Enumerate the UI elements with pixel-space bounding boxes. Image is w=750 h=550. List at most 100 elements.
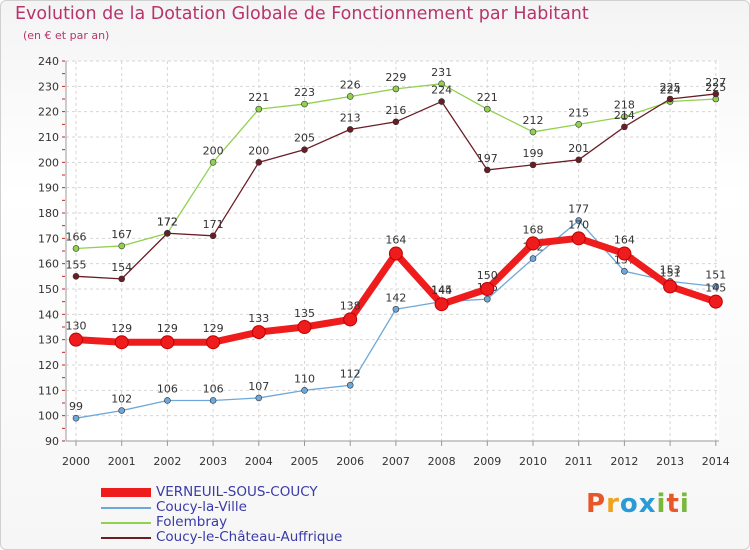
data-point: [529, 255, 537, 262]
x-tick-label: 2004: [245, 455, 273, 468]
data-point: [392, 118, 400, 126]
data-point: [297, 320, 312, 334]
data-label: 177: [568, 203, 589, 216]
y-tick-label: 110: [38, 384, 59, 397]
data-point: [438, 98, 445, 105]
data-point: [529, 128, 537, 136]
x-tick-label: 2012: [610, 455, 638, 468]
data-point: [255, 105, 263, 113]
data-point: [483, 295, 491, 303]
x-tick-label: 2003: [199, 455, 227, 468]
logo-letter: i: [679, 489, 690, 519]
data-point: [118, 407, 125, 414]
legend-swatch: [101, 537, 151, 539]
data-point: [301, 387, 308, 394]
data-point: [164, 229, 171, 237]
data-point: [663, 279, 678, 294]
data-label: 129: [157, 322, 178, 335]
data-label: 221: [248, 91, 269, 104]
data-label: 112: [340, 367, 361, 380]
data-label: 221: [477, 91, 498, 104]
data-point: [251, 325, 266, 340]
data-label: 102: [111, 393, 132, 406]
data-label: 200: [248, 144, 269, 157]
data-point: [346, 381, 354, 389]
y-tick-label: 170: [38, 232, 59, 245]
x-tick-label: 2010: [519, 455, 547, 468]
data-point: [575, 156, 583, 164]
data-label: 129: [203, 322, 224, 335]
y-tick-label: 240: [38, 55, 59, 68]
legend-swatch: [101, 507, 151, 509]
x-tick-label: 2008: [428, 455, 456, 468]
data-point: [301, 146, 308, 153]
data-point: [666, 95, 674, 103]
data-point: [343, 312, 358, 327]
y-tick-label: 190: [38, 182, 59, 195]
logo-letter: P: [586, 489, 607, 519]
data-label: 144: [431, 284, 452, 297]
data-point: [708, 294, 723, 309]
data-label: 166: [66, 230, 87, 243]
data-label: 225: [705, 81, 726, 94]
data-point: [483, 105, 491, 113]
data-label: 133: [248, 312, 269, 325]
data-label: 214: [614, 109, 635, 122]
legend-label: VERNEUIL-SOUS-COUCY: [156, 484, 318, 500]
x-tick-label: 2014: [702, 455, 730, 468]
data-label: 99: [69, 400, 83, 413]
data-label: 205: [294, 132, 315, 145]
data-point: [621, 267, 628, 275]
data-label: 164: [385, 234, 406, 247]
data-point: [164, 397, 171, 404]
logo-letter: i: [656, 489, 667, 519]
data-point: [160, 335, 175, 350]
data-point: [575, 121, 583, 128]
data-point: [483, 166, 491, 174]
y-tick-label: 90: [45, 435, 59, 448]
legend-label: Coucy-le-Château-Auffrique: [156, 529, 343, 545]
x-tick-label: 2005: [291, 455, 319, 468]
data-point: [480, 282, 495, 296]
data-point: [209, 397, 217, 404]
data-point: [114, 335, 129, 350]
data-label: 213: [340, 111, 361, 124]
y-tick-label: 140: [38, 308, 59, 321]
data-point: [118, 275, 125, 283]
data-point: [438, 80, 445, 88]
data-point: [69, 332, 83, 347]
data-point: [206, 335, 221, 350]
proxiti-logo: Proxiti: [586, 489, 690, 519]
data-point: [388, 246, 403, 261]
data-label: 150: [477, 269, 498, 282]
data-point: [571, 231, 586, 246]
data-point: [526, 236, 540, 251]
data-label: 164: [614, 234, 635, 247]
data-label: 106: [157, 382, 178, 395]
data-label: 154: [111, 261, 132, 274]
data-label: 199: [523, 147, 544, 160]
legend-label: Folembray: [156, 514, 228, 530]
data-point: [392, 85, 400, 93]
x-tick-label: 2001: [108, 455, 136, 468]
data-point: [72, 273, 80, 280]
data-label: 138: [340, 299, 361, 312]
legend-swatch: [101, 522, 151, 524]
logo-letter: o: [619, 489, 639, 519]
logo-letter: t: [666, 489, 680, 519]
y-tick-label: 200: [38, 156, 59, 169]
y-tick-label: 180: [38, 207, 59, 220]
chart-title: Evolution de la Dotation Globale de Fonc…: [15, 4, 589, 24]
data-label: 224: [660, 84, 681, 97]
data-label: 224: [431, 84, 452, 97]
x-tick-label: 2006: [336, 455, 364, 468]
data-label: 200: [203, 144, 224, 157]
data-point: [712, 90, 720, 98]
data-label: 167: [111, 228, 132, 241]
data-label: 197: [477, 152, 498, 165]
data-label: 153: [660, 263, 681, 276]
y-tick-label: 100: [38, 410, 59, 423]
y-tick-label: 230: [38, 80, 59, 93]
data-label: 223: [294, 86, 315, 99]
